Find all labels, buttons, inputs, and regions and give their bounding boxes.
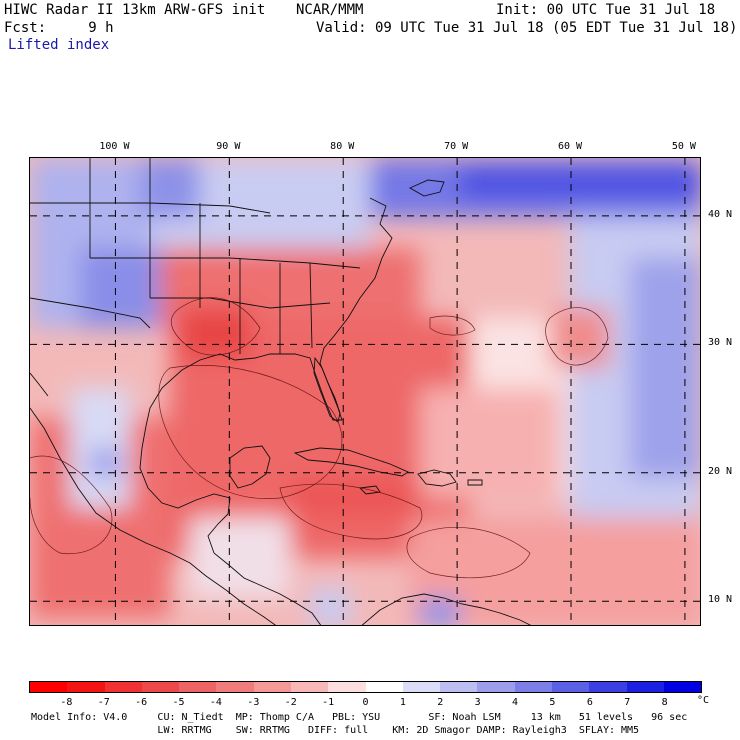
field-name: Lifted index — [8, 37, 110, 53]
colorbar-cell — [328, 682, 366, 692]
colorbar-tick-label: 7 — [624, 697, 631, 708]
colorbar-tick-label: -4 — [209, 697, 222, 708]
header-valid: Valid: 09 UTC Tue 31 Jul 18 (05 EDT Tue … — [316, 20, 738, 36]
colorbar-cell — [514, 682, 552, 692]
longitude-label: 80 W — [330, 141, 355, 152]
latitude-label: 20 N — [708, 465, 733, 477]
model-info-line2: LW: RRTMG SW: RRTMG DIFF: full KM: 2D Sm… — [31, 725, 640, 736]
colorbar-cell — [30, 682, 68, 692]
latitude-label: 30 N — [708, 337, 733, 349]
header-init: Init: 00 UTC Tue 31 Jul 18 — [496, 2, 716, 18]
colorbar-tick-label: -2 — [284, 697, 297, 708]
colorbar-tick-label: 3 — [474, 697, 481, 708]
jamaica — [359, 485, 381, 495]
puerto-rico — [467, 479, 483, 486]
colorbar-tick-label: -5 — [172, 697, 185, 708]
colorbar-cell — [141, 682, 180, 692]
yucatan — [229, 445, 271, 489]
colorbar-cell — [477, 682, 515, 692]
colorbar-cell — [67, 682, 105, 692]
colorbar-tick-label: 0 — [362, 697, 369, 708]
colorbar-tick-label: -8 — [60, 697, 73, 708]
colorbar-tick-label: 2 — [437, 697, 444, 708]
colorbar-tick-label: 5 — [549, 697, 556, 708]
model-info-line1: Model Info: V4.0 CU: N_Tiedt MP: Thomp C… — [31, 712, 688, 723]
nova-scotia — [409, 179, 445, 197]
colorbar — [29, 681, 702, 693]
colorbar-cell — [216, 682, 254, 692]
colorbar-tick-label: -1 — [322, 697, 335, 708]
header-org: NCAR/MMM — [296, 2, 364, 18]
lat-lon-gridlines — [30, 158, 700, 625]
colorbar-cell — [365, 682, 403, 692]
colorbar-cell — [253, 682, 291, 692]
colorbar-tick-label: -3 — [247, 697, 260, 708]
colorbar-tick-label: 6 — [586, 697, 593, 708]
longitude-label: 60 W — [557, 141, 583, 152]
gulf-coast-mexico — [139, 425, 322, 625]
li-contours — [30, 297, 609, 579]
longitude-label: 50 W — [671, 141, 696, 152]
colorbar-tick-label: 8 — [661, 697, 668, 708]
colorbar-cell — [290, 682, 329, 692]
colorbar-tick-label: 4 — [512, 697, 519, 708]
header-title: HIWC Radar II 13km ARW-GFS init — [4, 2, 266, 18]
header-fcst: Fcst: 9 h — [4, 20, 114, 36]
longitude-label: 100 W — [99, 141, 130, 152]
colorbar-tick-label: 1 — [399, 697, 406, 708]
colorbar-cell — [589, 682, 627, 692]
colorbar-cell — [402, 682, 441, 692]
colorbar-cell — [440, 682, 478, 692]
hispaniola — [417, 469, 457, 487]
lifted-index-map — [29, 157, 701, 626]
baja-peninsula — [30, 372, 49, 397]
latitude-label: 40 N — [708, 208, 733, 220]
longitude-label: 90 W — [216, 141, 241, 152]
latitude-label: 10 N — [708, 594, 733, 606]
colorbar-cell — [104, 682, 142, 692]
colorbar-unit: °C — [697, 695, 710, 706]
colorbar-tick-label: -6 — [135, 697, 148, 708]
lifted-index-field — [30, 158, 700, 625]
colorbar-cell — [179, 682, 217, 692]
colorbar-cell — [551, 682, 590, 692]
colorbar-tick-label: -7 — [97, 697, 110, 708]
colorbar-cell — [663, 682, 702, 692]
longitude-label: 70 W — [444, 141, 469, 152]
colorbar-cell — [626, 682, 664, 692]
us-state-borders — [30, 158, 361, 354]
